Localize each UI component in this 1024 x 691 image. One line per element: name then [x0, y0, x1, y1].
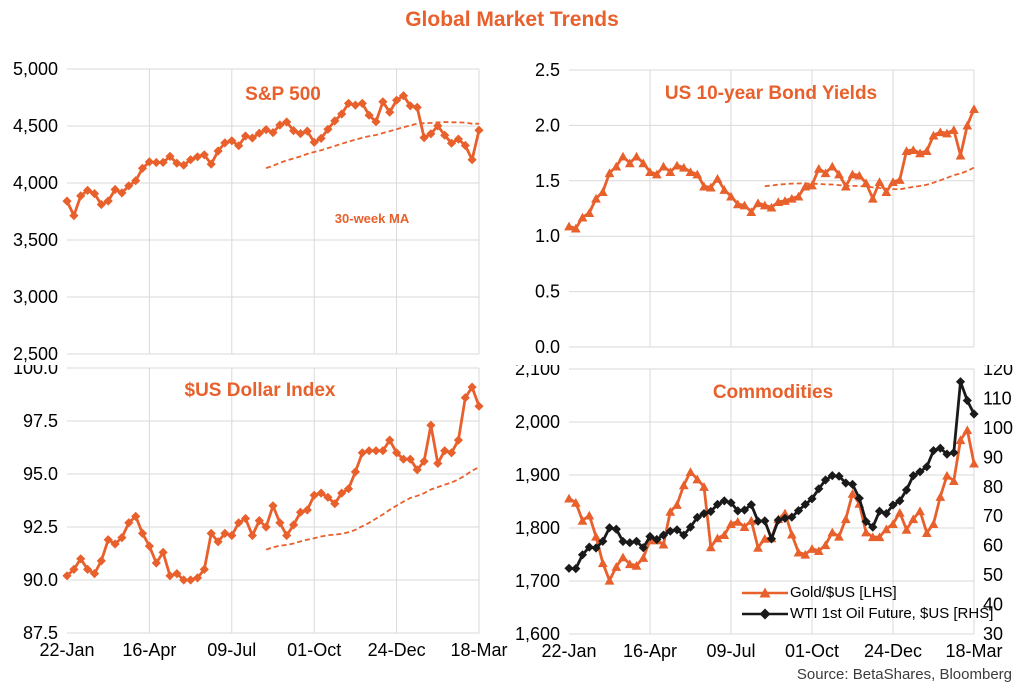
bond-yields-chart: 0.0 0.5 1.0 1.5 2.0 2.5: [535, 60, 979, 357]
x-tick-label: 16-Apr: [122, 640, 176, 660]
usd-index-chart: 87.5 90.0 92.5 95.0 97.5 100.0 22-Jan 16-Apr 09-…: [13, 365, 508, 660]
x-tick-label: 22-Jan: [39, 640, 94, 660]
y-tick-label: 100: [983, 418, 1013, 438]
commodities-legend: Gold/$US [LHS] WTI 1st Oil Future, $US […: [742, 582, 993, 624]
y-tick-label: 70: [983, 506, 1003, 526]
usd-index-title: $US Dollar Index: [184, 380, 336, 401]
y-tick-label: 110: [983, 388, 1012, 408]
y-tick-label: 1,900: [515, 465, 560, 485]
wti-line-icon: [742, 608, 788, 619]
x-tick-label: 09-Jul: [706, 641, 755, 661]
moving-average-line: [265, 121, 479, 169]
y-axis-labels: 0.0 0.5 1.0 1.5 2.0 2.5: [535, 60, 560, 357]
moving-average-line: [265, 466, 480, 551]
s-p-500-line: [65, 94, 481, 218]
y-tick-label: 1.5: [535, 171, 560, 191]
y-tick-label: 60: [983, 536, 1003, 556]
y-tick-label: 95.0: [23, 464, 58, 484]
y-tick-label: 2,000: [515, 412, 560, 432]
us-dollar-index-line: [66, 385, 481, 582]
gold-us-line: [568, 428, 976, 582]
y-axis-right-labels: 30 40 50 60 70 80 90 100 110 120: [983, 365, 1013, 644]
us-dollar-index-markers: [62, 382, 484, 585]
commodities-title: Commodities: [712, 382, 834, 403]
y-tick-label: 87.5: [23, 623, 58, 643]
y-tick-label: 2.5: [535, 60, 560, 80]
y-tick-label: 3,500: [13, 230, 58, 250]
bond-yields-title: US 10-year Bond Yields: [664, 83, 878, 104]
x-tick-label: 18-Mar: [945, 641, 1002, 661]
y-tick-label: 90: [983, 447, 1003, 467]
gold-line-icon: [742, 587, 788, 597]
x-tick-label: 01-Oct: [785, 641, 839, 661]
x-tick-label: 24-Dec: [864, 641, 922, 661]
y-tick-label: 97.5: [23, 411, 58, 431]
y-tick-label: 0.5: [535, 282, 560, 302]
y-axis-labels: 87.5 90.0 92.5 95.0 97.5 100.0: [13, 365, 58, 643]
y-tick-label: 1,700: [515, 571, 560, 591]
x-axis-labels: 22-Jan 16-Apr 09-Jul 01-Oct 24-Dec 18-Mar: [39, 640, 507, 660]
x-tick-label: 09-Jul: [207, 640, 256, 660]
commodities-chart: 1,600 1,700 1,800 1,900 2,000 2,100 30 40 50 60 70…: [515, 365, 1013, 661]
x-axis-labels: 22-Jan 16-Apr 09-Jul 01-Oct 24-Dec 18-Mar: [541, 641, 1002, 661]
y-tick-label: 4,500: [13, 116, 58, 136]
y-tick-label: 1,600: [515, 624, 560, 644]
y-tick-label: 100.0: [13, 365, 58, 378]
y-tick-label: 50: [983, 565, 1003, 585]
legend-label-gold: Gold/$US [LHS]: [790, 584, 897, 601]
us-10-year-bond-yield-markers: [564, 104, 979, 233]
legend-label-wti: WTI 1st Oil Future, $US [RHS]: [790, 605, 994, 622]
y-tick-label: 80: [983, 477, 1003, 497]
sp500-chart: 2,500 3,000 3,500 4,000 4,500 5,000: [13, 59, 484, 364]
figure-title: Global Market Trends: [405, 8, 619, 31]
y-tick-label: 40: [983, 595, 1003, 615]
x-tick-label: 01-Oct: [287, 640, 341, 660]
y-axis-labels: 2,500 3,000 3,500 4,000 4,500 5,000: [13, 59, 58, 364]
x-tick-label: 18-Mar: [450, 640, 507, 660]
sp500-title: S&P 500: [245, 84, 321, 105]
y-tick-label: 3,000: [13, 287, 58, 307]
x-tick-label: 24-Dec: [368, 640, 426, 660]
y-tick-label: 92.5: [23, 517, 58, 537]
gold-us-markers: [564, 425, 979, 585]
y-tick-label: 5,000: [13, 59, 58, 79]
y-tick-label: 90.0: [23, 570, 58, 590]
legend-item-gold: Gold/$US [LHS]: [742, 582, 993, 603]
x-tick-label: 22-Jan: [541, 641, 596, 661]
y-tick-label: 120: [983, 365, 1013, 379]
source-attribution: Source: BetaShares, Bloomberg: [796, 666, 1012, 683]
gridlines: [67, 367, 480, 634]
y-tick-label: 2.0: [535, 115, 560, 135]
legend-item-wti: WTI 1st Oil Future, $US [RHS]: [742, 603, 993, 624]
y-tick-label: 0.0: [535, 337, 560, 357]
y-axis-labels: 1,600 1,700 1,800 1,900 2,000 2,100: [515, 365, 560, 644]
s-p-500-markers: [62, 91, 484, 221]
y-tick-label: 1,800: [515, 518, 560, 538]
y-tick-label: 1.0: [535, 226, 560, 246]
y-tick-label: 2,500: [13, 344, 58, 364]
x-tick-label: 16-Apr: [623, 641, 677, 661]
y-tick-label: 4,000: [13, 173, 58, 193]
y-tick-label: 2,100: [515, 365, 560, 379]
y-tick-label: 30: [983, 624, 1003, 644]
ma-annotation: 30-week MA: [334, 211, 410, 226]
gridlines: [569, 69, 975, 348]
